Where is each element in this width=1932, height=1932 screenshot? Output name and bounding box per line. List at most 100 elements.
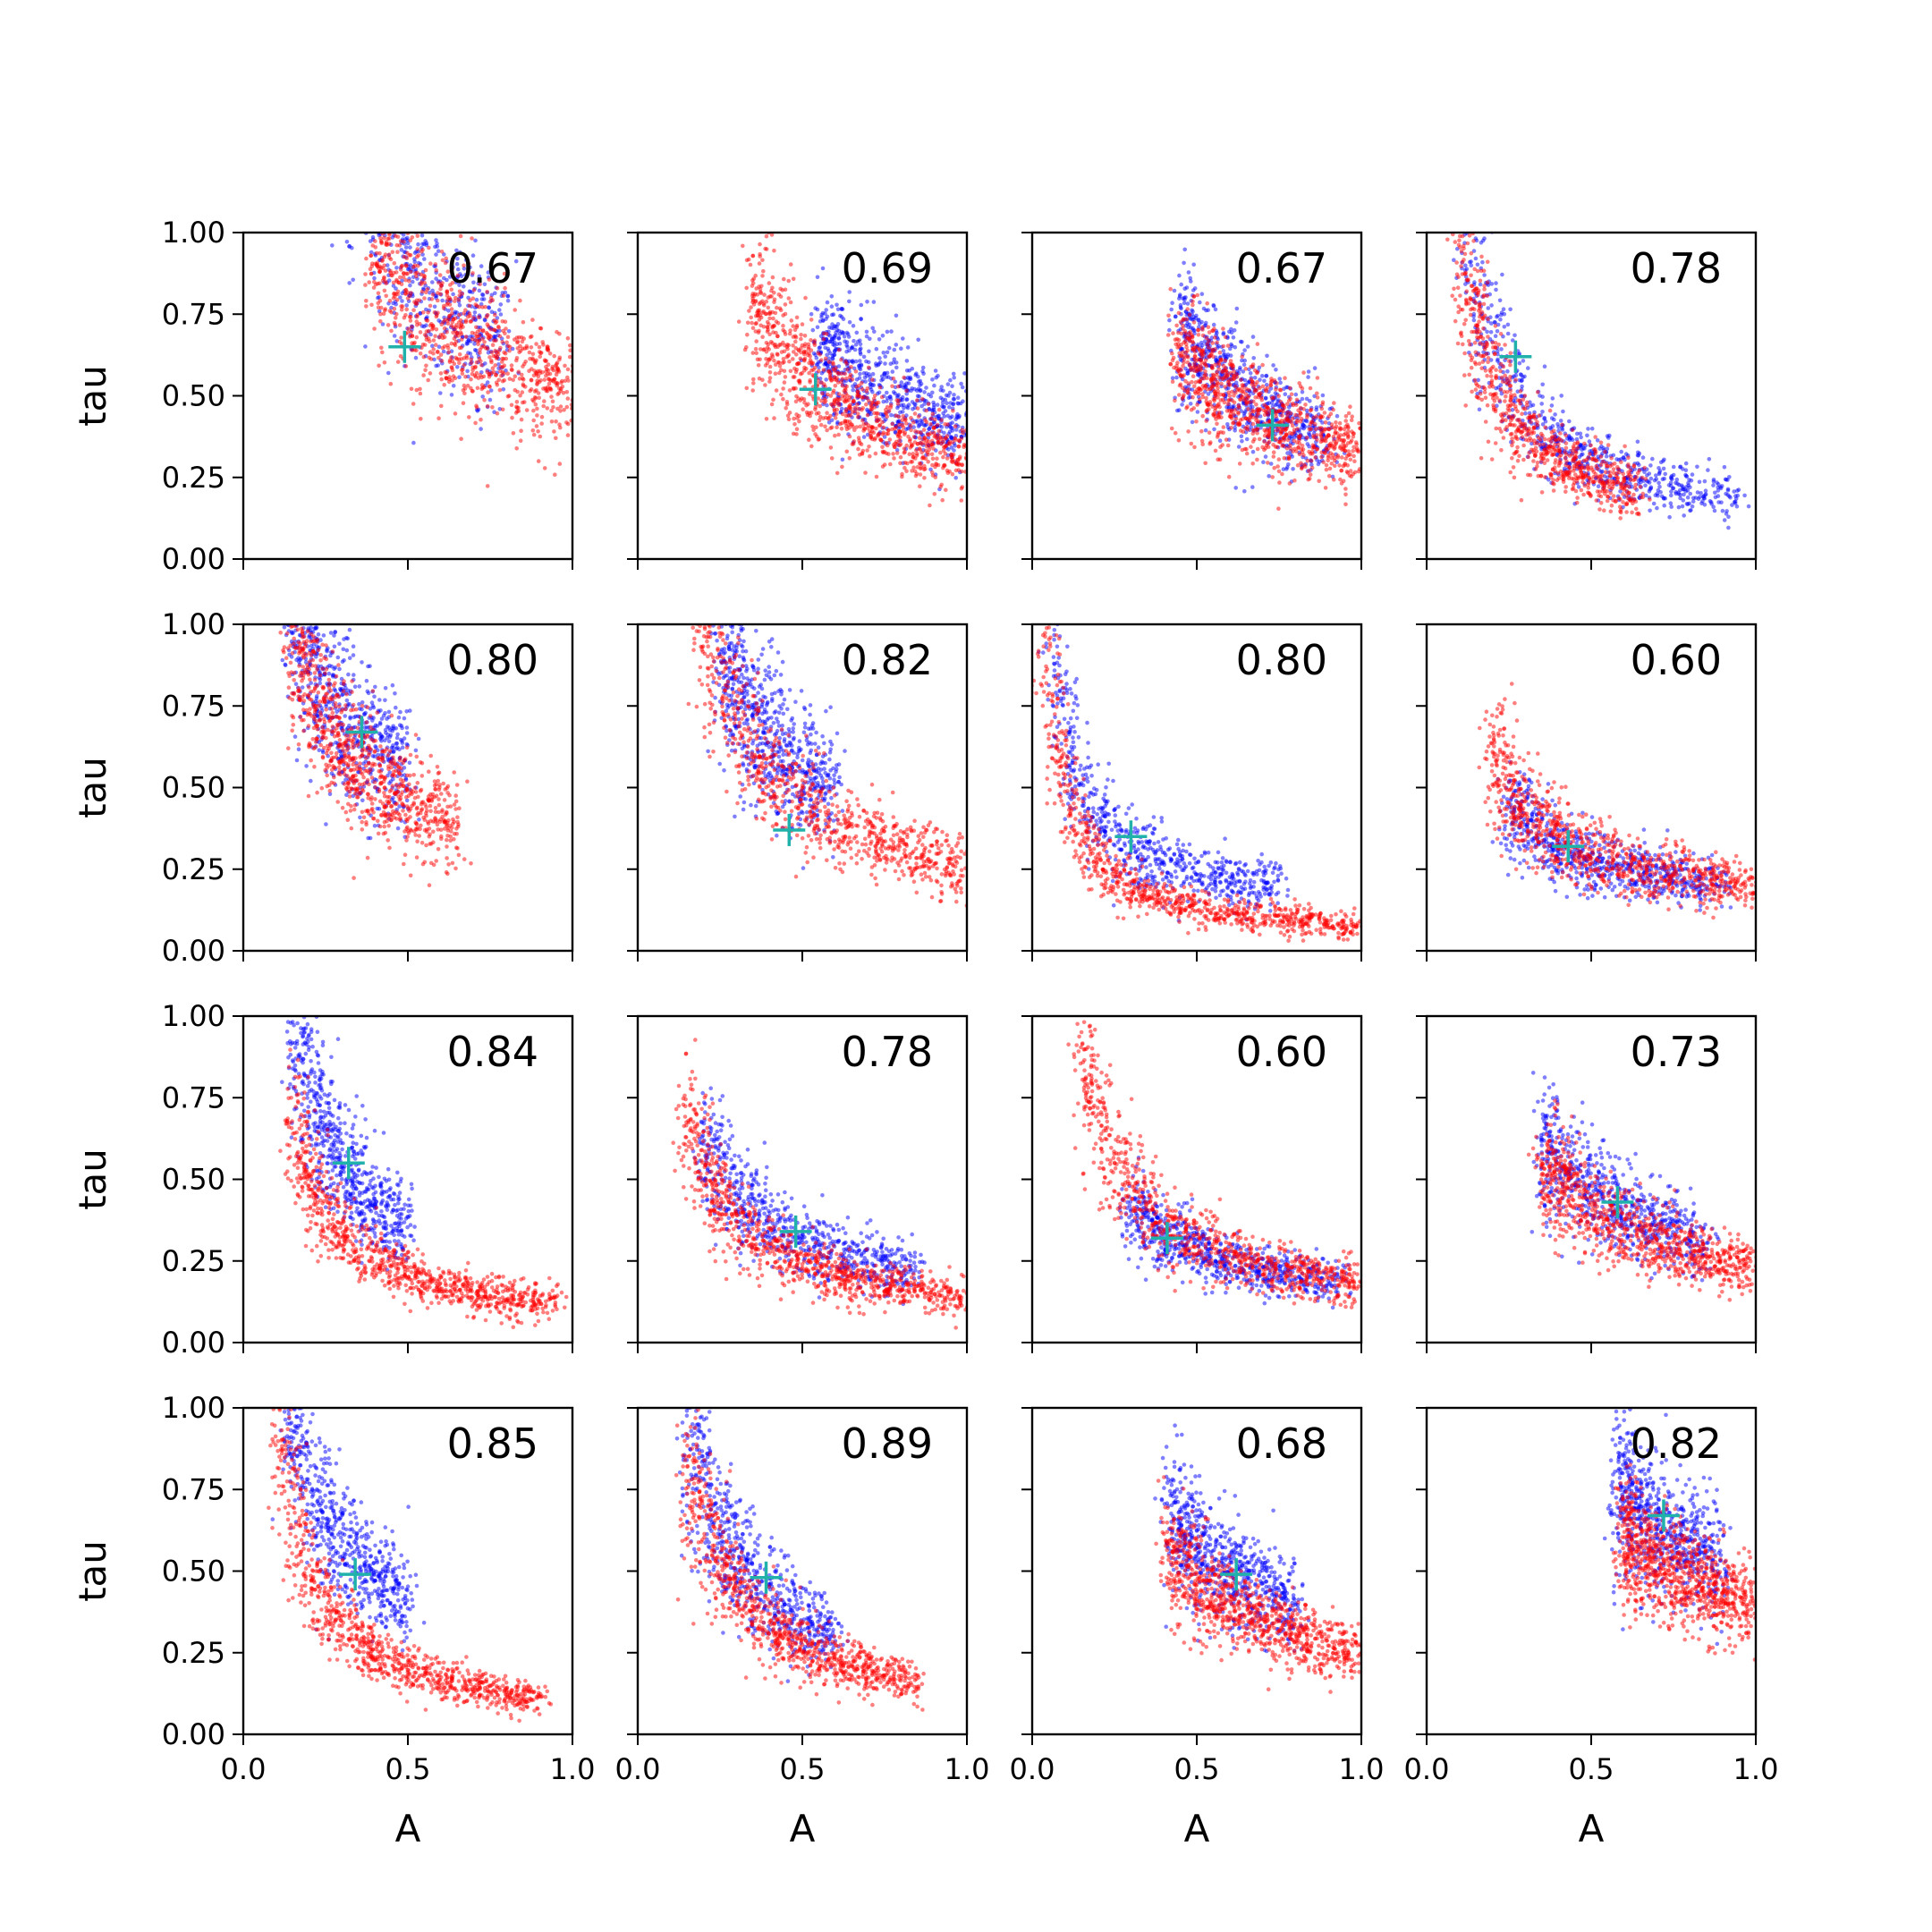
scatter-point	[1349, 474, 1354, 479]
scatter-point	[1242, 410, 1248, 414]
red-points	[363, 233, 572, 488]
scatter-point	[753, 329, 758, 334]
scatter-point	[1274, 414, 1278, 419]
scatter-point	[392, 334, 397, 338]
scatter-point	[1671, 486, 1675, 491]
scatter-point	[888, 405, 894, 410]
scatter-point	[1174, 342, 1178, 347]
scatter-point	[430, 280, 435, 284]
scatter-point	[1473, 256, 1479, 261]
scatter-point	[930, 390, 935, 395]
scatter-point	[1323, 486, 1328, 490]
scatter-point	[1304, 396, 1309, 402]
scatter-point	[777, 370, 782, 376]
scatter-point	[566, 378, 571, 383]
scatter-point	[425, 287, 430, 292]
scatter-point	[950, 428, 955, 433]
scatter-point	[373, 245, 378, 250]
scatter-point	[1269, 401, 1275, 405]
scatter-point	[432, 310, 437, 315]
scatter-point	[1203, 461, 1208, 466]
scatter-point	[490, 298, 496, 303]
scatter-point	[953, 475, 958, 480]
scatter-point	[770, 275, 775, 280]
scatter-point	[1228, 371, 1233, 376]
scatter-point	[485, 290, 489, 294]
scatter-point	[1176, 330, 1181, 335]
scatter-point	[1269, 377, 1274, 381]
scatter-point	[861, 435, 867, 439]
scatter-point	[1250, 439, 1256, 444]
scatter-point	[460, 371, 465, 377]
scatter-point	[1304, 436, 1309, 440]
scatter-point	[1170, 358, 1175, 363]
scatter-point	[847, 320, 852, 325]
scatter-point	[1497, 298, 1503, 303]
scatter-point	[1703, 488, 1708, 493]
scatter-point	[808, 377, 812, 383]
scatter-point	[372, 326, 377, 331]
scatter-point	[398, 275, 402, 280]
scatter-point	[1198, 300, 1202, 305]
scatter-point	[1183, 366, 1188, 371]
scatter-point	[1300, 386, 1305, 391]
scatter-point	[870, 383, 875, 387]
scatter-point	[445, 370, 449, 376]
scatter-point	[1540, 422, 1546, 427]
scatter-point	[956, 445, 962, 449]
scatter-point	[945, 422, 950, 427]
scatter-point	[479, 362, 484, 368]
scatter-point	[1248, 411, 1253, 416]
scatter-point	[384, 293, 389, 299]
scatter-point	[1683, 472, 1688, 478]
scatter-point	[555, 406, 560, 411]
scatter-point	[862, 375, 868, 380]
scatter-point	[1296, 434, 1301, 439]
scatter-point	[1471, 249, 1477, 253]
scatter-point	[521, 319, 526, 325]
scatter-point	[897, 419, 902, 424]
scatter-point	[907, 452, 912, 457]
scatter-point	[1203, 372, 1208, 377]
scatter-point	[1561, 409, 1565, 414]
scatter-point	[418, 352, 423, 356]
scatter-point	[1170, 351, 1174, 356]
scatter-point	[423, 368, 428, 373]
scatter-point	[1302, 462, 1307, 468]
scatter-point	[839, 427, 844, 431]
scatter-point	[482, 398, 487, 402]
scatter-point	[940, 497, 945, 503]
scatter-point	[1600, 469, 1605, 474]
scatter-point	[565, 367, 571, 372]
scatter-point	[1254, 415, 1258, 420]
scatter-point	[555, 392, 560, 397]
scatter-point	[551, 405, 555, 410]
scatter-point	[554, 419, 558, 424]
scatter-point	[1339, 481, 1344, 486]
scatter-point	[947, 469, 952, 474]
scatter-point	[936, 462, 941, 468]
panel-value-label: 0.67	[447, 244, 538, 292]
scatter-point	[546, 344, 550, 350]
scatter-point	[1520, 384, 1524, 389]
scatter-point	[466, 338, 471, 343]
scatter-point	[858, 424, 862, 429]
scatter-point	[960, 428, 964, 433]
scatter-point	[872, 437, 877, 442]
scatter-point	[1183, 351, 1189, 355]
scatter-point	[1336, 434, 1342, 439]
scatter-point	[750, 388, 755, 393]
scatter-point	[500, 360, 504, 364]
scatter-point	[500, 369, 505, 375]
scatter-point	[531, 432, 537, 437]
scatter-point	[1223, 358, 1228, 363]
scatter-point	[885, 399, 889, 403]
scatter-point	[792, 375, 797, 379]
scatter-point	[1232, 369, 1236, 374]
scatter-point	[861, 354, 867, 360]
scatter-point	[1319, 454, 1324, 460]
scatter-point	[1184, 342, 1189, 347]
scatter-point	[844, 384, 849, 389]
scatter-point	[511, 431, 516, 436]
scatter-point	[813, 432, 818, 436]
